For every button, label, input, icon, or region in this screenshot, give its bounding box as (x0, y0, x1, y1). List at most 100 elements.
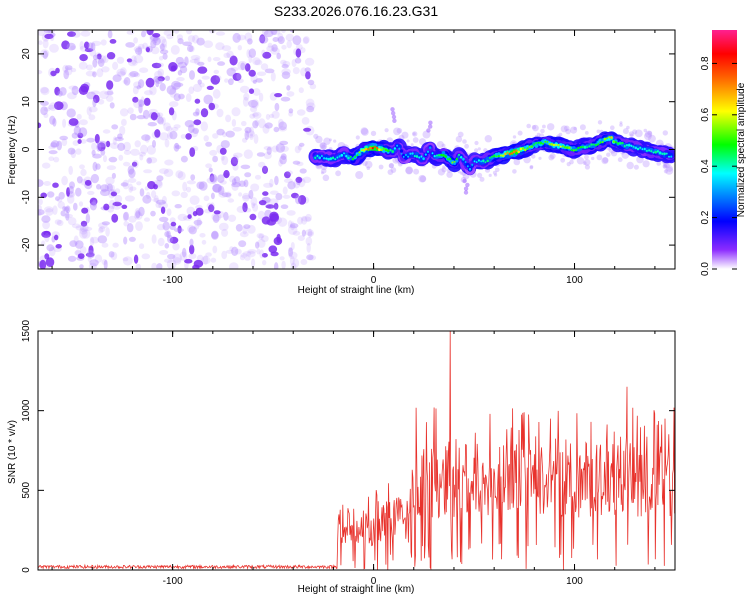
heatmap-noise-cell (256, 152, 265, 157)
heatmap-noise-cell (159, 132, 169, 141)
heatmap-noise-cell (192, 83, 202, 93)
heatmap-noise-cell (62, 206, 67, 211)
heatmap-noise-cell (306, 242, 311, 253)
heatmap-noise-cell (193, 259, 204, 268)
heatmap-noise-cell (204, 208, 212, 214)
heatmap-noise-cell (292, 230, 301, 236)
heatmap-noise-cell (67, 147, 76, 155)
heatmap-noise-cell (119, 108, 129, 117)
heatmap-ridge-cell (329, 157, 333, 161)
heatmap-noise-cell (75, 225, 85, 231)
heatmap-noise-cell (161, 195, 167, 205)
heatmap-noise-cell (186, 186, 192, 193)
heatmap-noise-cell (73, 202, 78, 211)
heatmap-halo-cell (517, 130, 523, 136)
heatmap-noise-cell (44, 232, 50, 243)
heatmap-noise-cell (232, 72, 242, 81)
heatmap-ridge-cell (438, 154, 441, 157)
heatmap-noise-cell (96, 140, 107, 148)
heatmap-noise-cell (141, 30, 146, 38)
heatmap-noise-cell (144, 30, 150, 34)
heatmap-halo-cell (656, 161, 661, 166)
heatmap-ridge-cell (391, 150, 395, 153)
heatmap-noise-cell (282, 60, 291, 67)
heatmap-noise-cell (89, 236, 95, 246)
heatmap-noise-cell (244, 130, 250, 140)
heatmap-halo-cell (390, 167, 397, 173)
heatmap-ridge-cell (519, 147, 523, 151)
heatmap-noise-cell (66, 108, 76, 118)
heatmap-noise-cell (107, 89, 114, 96)
heatmap-noise-cell (305, 229, 314, 236)
spectrogram-x-tick-label: 0 (371, 275, 377, 286)
heatmap-ridge-cell (614, 141, 617, 144)
heatmap-noise-cell (244, 32, 253, 42)
heatmap-noise-cell (110, 251, 118, 261)
heatmap-noise-cell (123, 161, 131, 167)
heatmap-noise-cell (296, 161, 304, 167)
heatmap-noise-cell (156, 175, 164, 182)
heatmap-ridge-cell (431, 152, 434, 155)
heatmap-noise-cell (128, 183, 134, 193)
heatmap-ridge-cell (471, 163, 474, 166)
heatmap-noise-cell (211, 212, 222, 222)
heatmap-halo-cell (401, 131, 409, 139)
heatmap-noise-cell (223, 211, 229, 221)
heatmap-ridge-cell (418, 156, 421, 159)
heatmap-noise-cell (112, 201, 122, 207)
heatmap-noise-cell (230, 156, 238, 167)
heatmap-ridge-layer (308, 107, 675, 195)
heatmap-noise-cell (98, 227, 104, 234)
heatmap-noise-cell (306, 254, 314, 261)
heatmap-noise-cell (158, 168, 169, 175)
heatmap-noise-cell (289, 223, 299, 229)
heatmap-ridge-cell (623, 144, 626, 148)
heatmap-noise-cell (140, 144, 148, 155)
heatmap-noise-cell (104, 183, 111, 192)
heatmap-noise-cell (175, 170, 184, 179)
heatmap-noise-cell (225, 249, 234, 254)
heatmap-noise-cell (76, 113, 82, 120)
heatmap-noise-cell (281, 71, 291, 79)
heatmap-noise-cell (157, 116, 164, 125)
heatmap-noise-cell (85, 70, 95, 77)
heatmap-noise-cell (129, 113, 137, 121)
heatmap-noise-cell (150, 210, 156, 217)
heatmap-ridge-cell (451, 161, 454, 164)
heatmap-noise-cell (155, 201, 162, 208)
heatmap-noise-cell (106, 90, 114, 96)
heatmap-noise-cell (63, 213, 73, 219)
heatmap-noise-cell (118, 154, 124, 161)
heatmap-noise-cell (188, 45, 195, 53)
heatmap-ridge-cell (603, 137, 607, 141)
heatmap-noise-cell (244, 63, 251, 72)
heatmap-noise-cell (122, 257, 129, 262)
heatmap-noise-cell (257, 210, 265, 220)
heatmap-noise-cell (250, 183, 260, 192)
heatmap-ridge-cell (458, 153, 460, 156)
heatmap-noise-cell (201, 75, 210, 80)
heatmap-noise-cell (255, 241, 260, 249)
heatmap-noise-cell (152, 140, 156, 148)
heatmap-noise-cell (123, 141, 131, 152)
heatmap-ridge-cell (643, 147, 646, 151)
heatmap-halo-cell (529, 165, 534, 169)
heatmap-noise-cell (87, 190, 95, 196)
heatmap-noise-cell (217, 61, 226, 66)
heatmap-halo-cell (410, 143, 414, 147)
heatmap-ridge-cell (628, 143, 631, 147)
heatmap-noise-cell (179, 65, 188, 74)
heatmap-noise-cell (246, 130, 256, 138)
heatmap-halo-cell (492, 170, 497, 175)
heatmap-noise-cell (283, 178, 293, 183)
heatmap-noise-cell (169, 87, 177, 98)
heatmap-noise-cell (111, 172, 116, 179)
heatmap-noise-cell (286, 85, 291, 91)
heatmap-halo-cell (634, 129, 643, 138)
heatmap-noise-cell (121, 118, 127, 126)
heatmap-ridge-cell (669, 152, 674, 158)
heatmap-noise-cell (106, 183, 113, 192)
heatmap-ridge-cell (433, 155, 436, 158)
heatmap-noise-cell (189, 58, 199, 64)
